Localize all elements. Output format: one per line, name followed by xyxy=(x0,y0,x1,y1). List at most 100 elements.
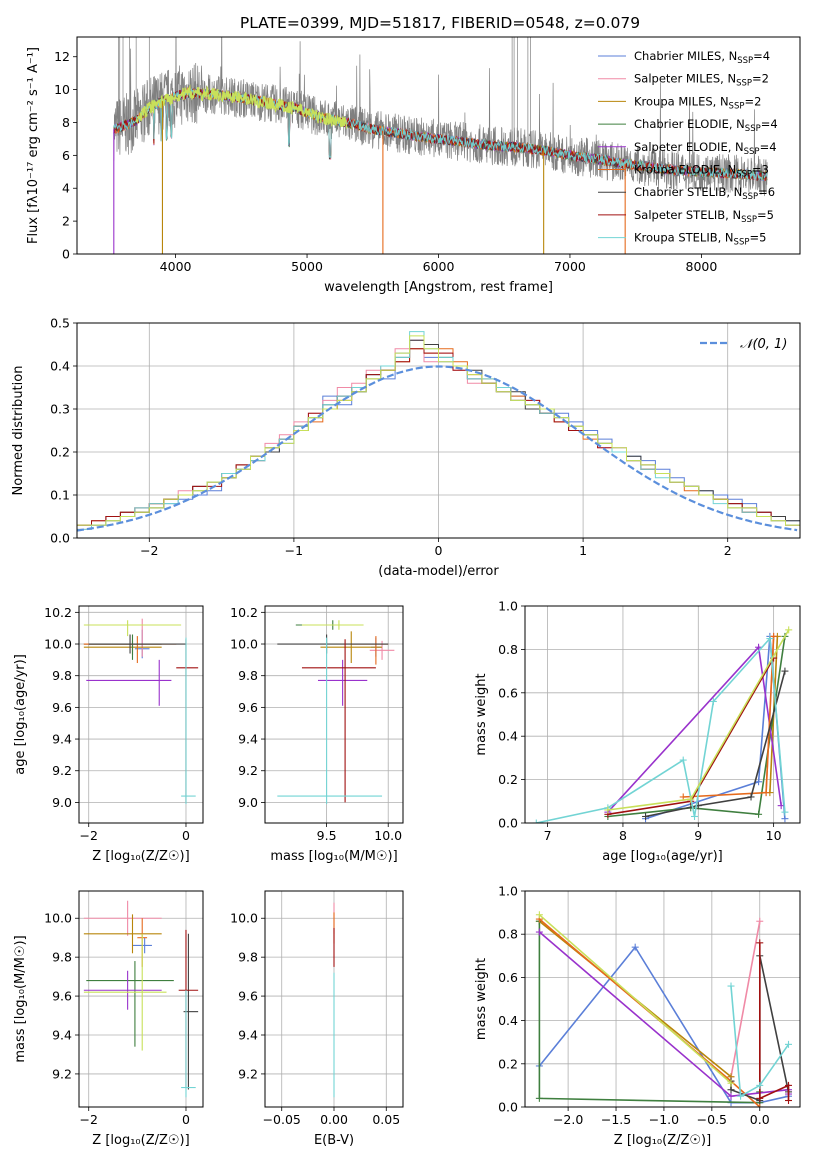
x-tick-label: −1.0 xyxy=(649,1112,679,1127)
legend-label: Kroupa STELIB, NSSP=5 xyxy=(634,231,766,248)
x-tick-label: −2 xyxy=(80,828,98,843)
legend-label-main: Chabrier STELIB, N xyxy=(634,185,742,199)
axes-spectrum: 4000 5000 6000 7000 8000 0 2 4 6 8 10 12 wavelength … xyxy=(26,36,801,295)
x-axis-label: age [log₁₀(age/yr)] xyxy=(602,849,723,864)
x-axis-label: wavelength [Angstrom, rest frame] xyxy=(324,280,553,295)
x-tick-label: 4000 xyxy=(160,259,192,274)
y-tick-label: 0.2 xyxy=(498,772,518,787)
y-tick-label: 0.6 xyxy=(498,685,518,700)
y-tick-label: 0.4 xyxy=(50,359,70,374)
y-tick-label: 10.2 xyxy=(230,605,258,620)
plot-area-residuals xyxy=(77,331,800,532)
legend-label-main: Salpeter ELODIE, N xyxy=(634,140,744,154)
x-axis-label: Z [log₁₀(Z/Z☉)] xyxy=(614,1133,711,1148)
y-tick-label: 10.0 xyxy=(230,911,258,926)
y-tick-label: 0.0 xyxy=(498,816,518,831)
legend-label-main: Kroupa MILES, N xyxy=(634,94,729,108)
y-tick-label: 1.0 xyxy=(498,884,518,899)
y-tick-label: 9.8 xyxy=(52,950,72,965)
legend-label-main: Kroupa ELODIE, N xyxy=(634,163,736,177)
y-tick-label: 9.0 xyxy=(52,795,72,810)
x-tick-label: 0 xyxy=(182,1112,190,1127)
legend-label-suffix: =2 xyxy=(752,72,769,86)
y-tick-label: 9.2 xyxy=(238,1066,258,1081)
x-axis-label: (data-model)/error xyxy=(378,564,499,579)
x-tick-label: −2 xyxy=(80,1112,98,1127)
x-axis-label: mass [log₁₀(M/M☉)] xyxy=(270,849,397,864)
legend-label: Salpeter STELIB, NSSP=5 xyxy=(634,208,774,225)
y-tick-label: 0.8 xyxy=(498,642,518,657)
x-tick-label: 7000 xyxy=(554,259,586,274)
axes-frame xyxy=(264,605,404,824)
axes-frame xyxy=(524,605,801,824)
legend-label-subscript: SSP xyxy=(736,79,752,89)
y-tick-label: 9.2 xyxy=(52,1066,72,1081)
mass-weight-line xyxy=(730,985,790,1098)
legend-label: Chabrier ELODIE, NSSP=4 xyxy=(634,117,778,134)
y-axis-label: Flux [fλ10⁻¹⁷ erg cm⁻² s⁻¹ A⁻¹] xyxy=(26,47,41,244)
y-tick-label: 0 xyxy=(62,247,70,262)
legend-label-suffix: =4 xyxy=(760,140,777,154)
plot-layer: 4000 5000 6000 7000 8000024681012wavelength … xyxy=(11,36,801,1148)
x-tick-label: 1 xyxy=(579,543,587,558)
y-tick-label: 1.0 xyxy=(498,599,518,614)
histogram-step-line xyxy=(77,335,800,526)
y-tick-label: 9.2 xyxy=(238,763,258,778)
legend-label-suffix: =4 xyxy=(753,49,770,63)
legend-label-suffix: =5 xyxy=(749,231,766,245)
legend-label: 𝒩(0, 1) xyxy=(740,337,787,352)
x-tick-label: −0.05 xyxy=(263,1112,301,1127)
y-tick-label: 2 xyxy=(62,214,70,229)
y-tick-label: 9.6 xyxy=(238,700,258,715)
y-tick-label: 0.4 xyxy=(498,1013,518,1028)
y-tick-label: 9.6 xyxy=(52,700,72,715)
axes-residuals: −2 −1 0 1 2 0.0 0.1 0.2 0.3 0.4 0.5 (data-model)/er… xyxy=(11,316,801,579)
y-tick-label: 12 xyxy=(54,49,70,64)
y-tick-label: 0.1 xyxy=(50,488,70,503)
x-axis-label: Z [log₁₀(Z/Z☉)] xyxy=(92,1133,189,1148)
x-axis-label: E(B-V) xyxy=(314,1133,354,1148)
legend-label: Salpeter MILES, NSSP=2 xyxy=(634,72,769,89)
legend-label-subscript: SSP xyxy=(742,192,758,202)
y-tick-label: 0.5 xyxy=(50,316,70,331)
y-tick-label: 9.4 xyxy=(238,732,258,747)
y-tick-label: 10.0 xyxy=(230,637,258,652)
x-tick-label: 0 xyxy=(435,543,443,558)
x-tick-label: 9.5 xyxy=(317,828,337,843)
x-tick-label: 10 xyxy=(766,828,782,843)
plot-area-mass_vs_Z xyxy=(83,900,199,1098)
x-tick-label: 2 xyxy=(724,543,732,558)
y-tick-label: 0.6 xyxy=(498,970,518,985)
y-tick-label: 9.4 xyxy=(238,1028,258,1043)
mass-weight-line xyxy=(645,670,786,818)
x-tick-label: 0 xyxy=(182,828,190,843)
legend-label-subscript: SSP xyxy=(737,56,753,66)
y-tick-label: 0.2 xyxy=(50,445,70,460)
legend-label-subscript: SSP xyxy=(734,238,750,248)
x-tick-label: 0.00 xyxy=(320,1112,348,1127)
y-tick-label: 10.0 xyxy=(44,637,72,652)
y-tick-label: 0.4 xyxy=(498,729,518,744)
legend-label-subscript: SSP xyxy=(736,170,752,180)
y-tick-label: 9.0 xyxy=(238,795,258,810)
legend-label-suffix: =4 xyxy=(761,117,778,131)
y-axis-label: age [log₁₀(age/yr)] xyxy=(13,654,28,775)
x-tick-label: 6000 xyxy=(423,259,455,274)
plot-area-age_vs_Z xyxy=(83,618,199,804)
y-tick-label: 0.2 xyxy=(498,1056,518,1071)
x-tick-label: 5000 xyxy=(291,259,323,274)
x-tick-label: −2.0 xyxy=(553,1112,583,1127)
legend-label: Kroupa MILES, NSSP=2 xyxy=(634,94,761,111)
mass-weight-line xyxy=(730,921,761,1077)
y-tick-label: 0.3 xyxy=(50,402,70,417)
legend-label-main: Salpeter STELIB, N xyxy=(634,208,741,222)
x-tick-label: −2 xyxy=(140,543,158,558)
y-tick-label: 10.2 xyxy=(44,605,72,620)
axes-frame xyxy=(78,605,204,824)
y-tick-label: 0.8 xyxy=(498,927,518,942)
legend-label: Kroupa ELODIE, NSSP=3 xyxy=(634,163,769,180)
y-axis-label: mass weight xyxy=(474,958,489,1040)
x-tick-label: 0.05 xyxy=(372,1112,400,1127)
